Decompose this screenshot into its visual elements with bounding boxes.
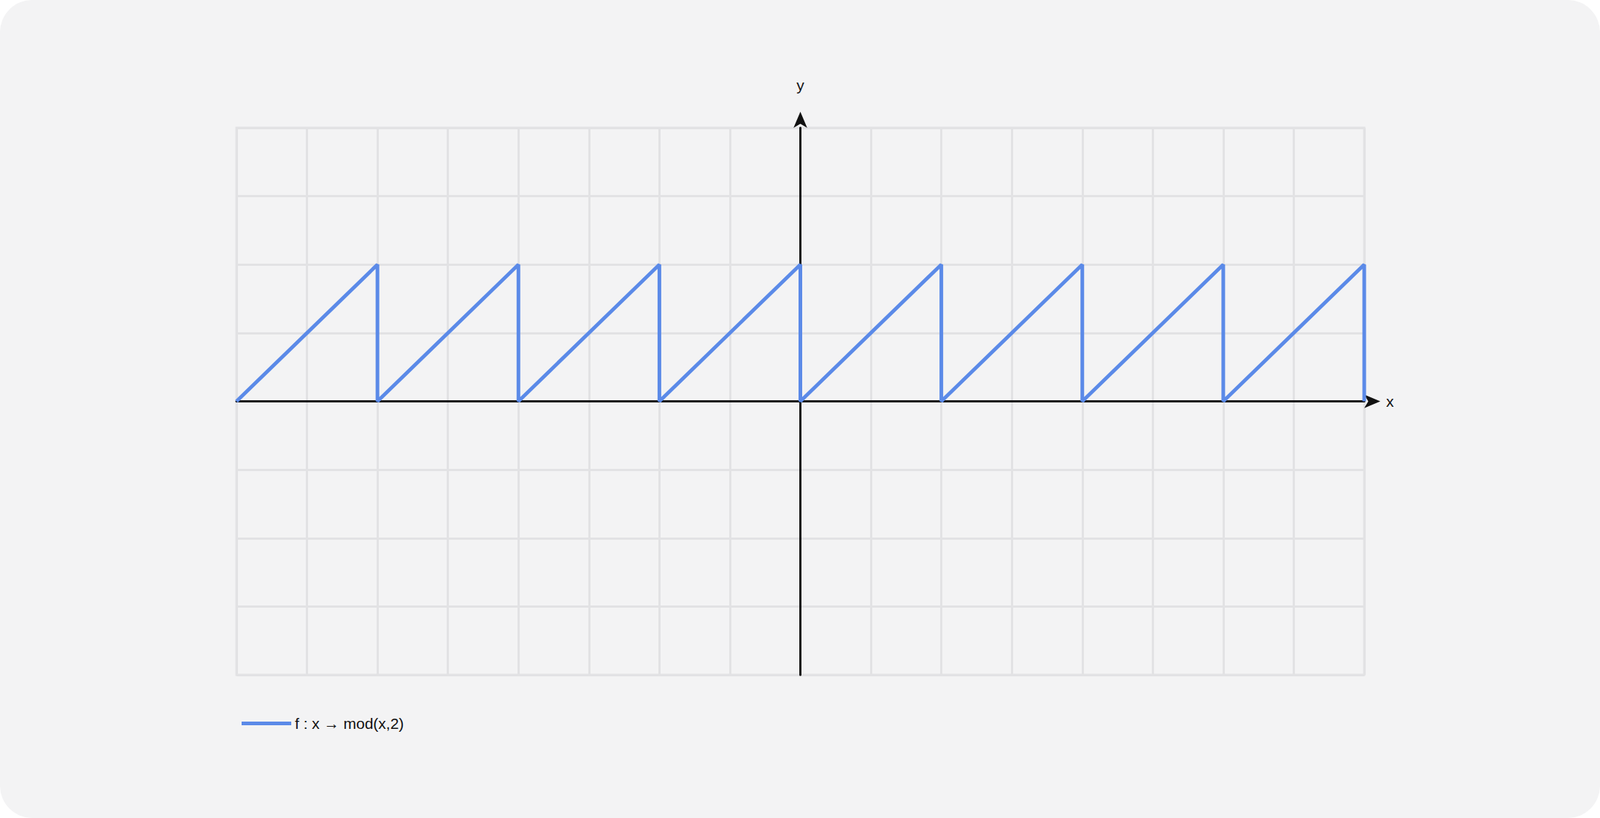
svg-text:x: x [1386,392,1395,410]
svg-text:y: y [796,76,805,94]
svg-text:f : x → mod(x,2): f : x → mod(x,2) [294,714,404,732]
